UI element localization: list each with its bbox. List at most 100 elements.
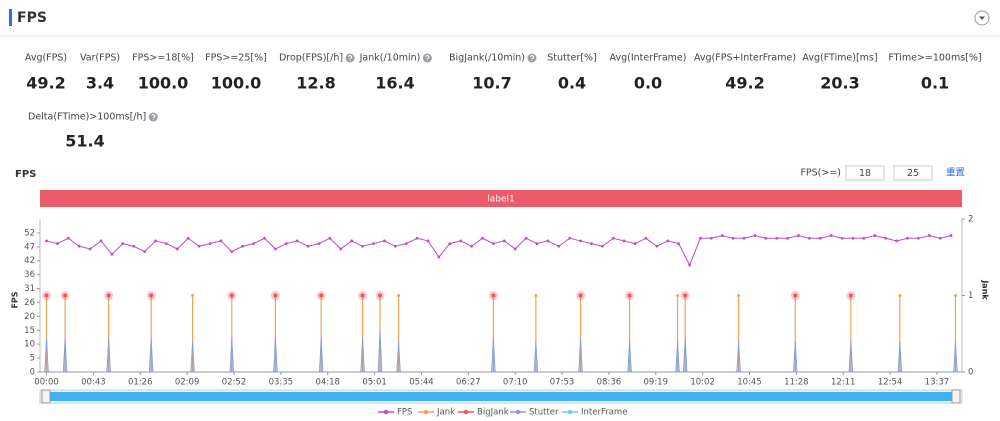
jank-point	[534, 294, 538, 297]
legend-swatch-dot	[423, 409, 429, 415]
fps-point	[699, 236, 702, 240]
metric-value: 0.1	[921, 74, 949, 93]
x-tick-label: 07:10	[503, 378, 528, 388]
y-tick-label: 10	[24, 340, 35, 350]
stutter-spike	[273, 337, 278, 373]
fps-point	[361, 244, 364, 248]
x-tick-label: 10:02	[690, 378, 715, 388]
help-icon[interactable]	[527, 53, 537, 63]
fps-point	[873, 234, 877, 237]
stutter-spike	[377, 329, 383, 373]
x-tick-label: 09:19	[644, 378, 669, 388]
stutter-spike	[533, 341, 539, 373]
x-tick-label: 00:43	[81, 378, 106, 388]
fps-point	[295, 239, 299, 243]
metric-value: 12.8	[296, 74, 335, 93]
stutter-spike	[682, 337, 688, 373]
fps-point	[339, 247, 343, 251]
zoom-range[interactable]	[46, 392, 956, 401]
stutter-spike	[318, 337, 324, 373]
bigjank-point	[491, 293, 496, 298]
jank-point	[191, 294, 195, 297]
x-tick-label: 02:52	[222, 378, 247, 388]
stutter-spike	[675, 341, 680, 373]
fps-point	[372, 242, 375, 246]
fps-point	[241, 244, 245, 248]
fps-point	[77, 244, 81, 248]
stutter-spike	[627, 341, 632, 373]
x-tick-label: 12:54	[878, 378, 903, 388]
metric-label: Avg(FPS)	[25, 53, 67, 64]
stutter-spike	[897, 341, 903, 373]
fps-point	[154, 239, 157, 243]
x-tick-label: 05:01	[362, 378, 387, 388]
bigjank-point	[319, 293, 324, 298]
fps-point	[568, 236, 572, 240]
fps-point	[906, 236, 909, 240]
threshold-value: 18	[859, 168, 871, 179]
fps-point	[851, 236, 855, 240]
fps-point	[666, 239, 670, 243]
fps-point	[579, 239, 582, 243]
fps-point	[56, 242, 59, 246]
metric-label: Stutter[%]	[547, 53, 596, 64]
metric-label: Drop(FPS)[/h]	[279, 53, 343, 64]
fps-point	[121, 242, 125, 246]
fps-point	[884, 236, 888, 240]
fps-point	[165, 242, 168, 246]
zoom-handle[interactable]	[951, 389, 961, 404]
y-tick-label: 26	[24, 298, 35, 308]
zoom-handle[interactable]	[41, 389, 51, 404]
jank-point	[953, 294, 957, 297]
metric-value: 100.0	[211, 74, 262, 93]
legend-swatch-dot	[515, 409, 521, 415]
fps-point	[808, 236, 811, 240]
y2-tick-label: 1	[968, 291, 973, 301]
help-glyph	[348, 55, 353, 61]
jank-point	[397, 294, 401, 297]
help-icon[interactable]	[345, 53, 355, 63]
collapse-icon	[979, 16, 985, 20]
y-tick-label: 20	[24, 312, 35, 322]
help-icon[interactable]	[148, 112, 158, 122]
y-tick-label: 36	[24, 270, 35, 280]
jank-point	[737, 294, 741, 297]
fps-point	[895, 239, 899, 243]
fps-point	[404, 242, 408, 246]
fps-point	[219, 239, 223, 243]
fps-point	[393, 244, 397, 248]
fps-point	[110, 252, 114, 256]
fps-point	[186, 236, 190, 240]
stutter-spike	[396, 341, 401, 373]
fps-point	[197, 244, 201, 248]
fps-point	[481, 236, 484, 240]
help-icon[interactable]	[422, 53, 432, 63]
help-glyph	[425, 55, 430, 61]
y-tick-label: 0	[30, 368, 35, 378]
x-tick-label: 07:53	[550, 378, 575, 388]
reset-link[interactable]: 重置	[946, 167, 965, 179]
fps-point	[622, 239, 626, 243]
threshold-input[interactable]	[893, 165, 933, 181]
metric-label: FTime>=100ms[%]	[888, 53, 981, 64]
stutter-spike	[190, 341, 195, 373]
metric-value: 20.3	[820, 74, 859, 93]
fps-point	[45, 239, 48, 243]
bigjank-point	[149, 293, 154, 298]
legend-label: InterFrame	[581, 408, 627, 418]
fps-point	[720, 234, 724, 237]
fps-point	[535, 242, 539, 246]
bigjank-point	[578, 293, 583, 298]
bigjank-point	[627, 293, 632, 298]
fps-point	[306, 244, 310, 248]
threshold-input[interactable]	[845, 165, 885, 181]
threshold-value: 25	[907, 168, 919, 179]
x-tick-label: 06:27	[456, 378, 481, 388]
x-tick-label: 12:11	[831, 378, 856, 388]
x-tick-label: 13:37	[925, 378, 950, 388]
stutter-spike	[62, 337, 68, 373]
fps-point	[382, 239, 386, 243]
chart-title: FPS	[15, 169, 36, 180]
fps-point	[66, 236, 70, 240]
bigjank-point	[793, 293, 798, 298]
